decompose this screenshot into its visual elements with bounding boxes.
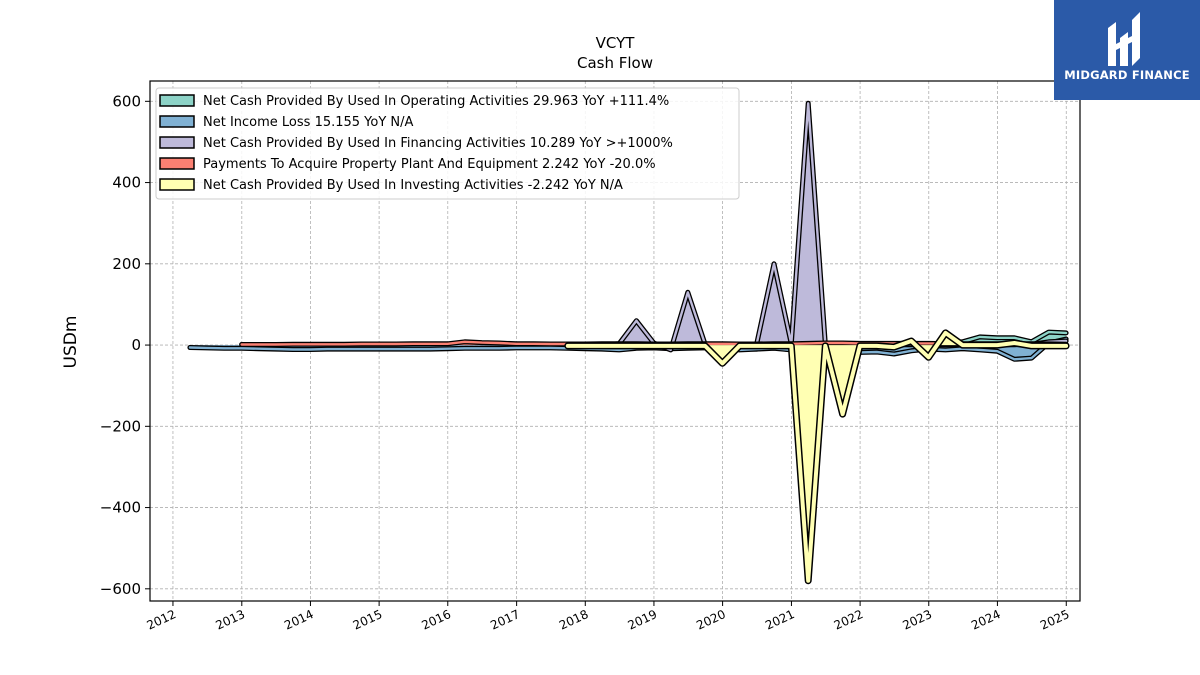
- x-tick-label: 2025: [1038, 607, 1072, 633]
- legend-entry: Net Income Loss 15.155 YoY N/A: [203, 115, 414, 130]
- x-tick-label: 2024: [969, 607, 1003, 633]
- y-tick-label: 400: [112, 174, 141, 192]
- x-tick-label: 2021: [763, 607, 797, 633]
- y-tick-label: −600: [100, 580, 141, 598]
- y-tick-label: −200: [100, 417, 141, 435]
- legend-swatch: [159, 178, 195, 191]
- legend-swatch: [159, 115, 195, 128]
- legend-swatch: [159, 157, 195, 170]
- legend-entry: Net Cash Provided By Used In Financing A…: [203, 136, 673, 151]
- x-tick-label: 2019: [626, 607, 660, 633]
- plot-frame: [149, 80, 1081, 602]
- y-axis-label: USDm: [61, 316, 81, 369]
- y-tick-label: 600: [112, 92, 141, 110]
- legend-entry: Payments To Acquire Property Plant And E…: [203, 157, 656, 172]
- x-tick-label: 2014: [282, 607, 316, 633]
- series-area-2: [189, 339, 1067, 363]
- x-tick-label: 2017: [488, 607, 522, 633]
- legend-box: [155, 87, 740, 200]
- legend-entry: Net Cash Provided By Used In Operating A…: [203, 94, 669, 109]
- x-tick-label: 2012: [145, 607, 179, 633]
- chart-subtitle: Cash Flow: [577, 54, 653, 72]
- x-tick-label: 2020: [694, 607, 728, 633]
- x-tick-label: 2015: [351, 607, 385, 633]
- x-tick-label: 2018: [557, 607, 591, 633]
- x-tick-label: 2016: [419, 607, 453, 633]
- legend-entry: Net Cash Provided By Used In Investing A…: [203, 178, 623, 193]
- y-tick-label: −400: [100, 499, 141, 517]
- brand-logo: MIDGARD FINANCE: [1054, 0, 1200, 100]
- series-areas: [187, 100, 1070, 585]
- chart-title: VCYT: [596, 34, 636, 52]
- x-axis-ticks: 2012 2013 2014 2015 2016 2017 2018 2019 2020 2021…: [145, 601, 1072, 633]
- x-tick-label: 2022: [832, 607, 866, 633]
- y-tick-label: 0: [131, 336, 141, 354]
- x-tick-label: 2023: [900, 607, 934, 633]
- x-tick-label: 2013: [213, 607, 247, 633]
- legend-swatch: [159, 94, 195, 107]
- midgard-logo-icon: [1108, 12, 1140, 66]
- y-tick-label: 200: [112, 255, 141, 273]
- legend-swatch: [159, 136, 195, 149]
- brand-name: MIDGARD FINANCE: [1064, 68, 1190, 82]
- y-axis-ticks: −600 −400 −200 0 200 400 600: [100, 92, 150, 598]
- series-line-5: [565, 330, 1069, 583]
- legend: Net Cash Provided By Used In Operating A…: [155, 87, 740, 200]
